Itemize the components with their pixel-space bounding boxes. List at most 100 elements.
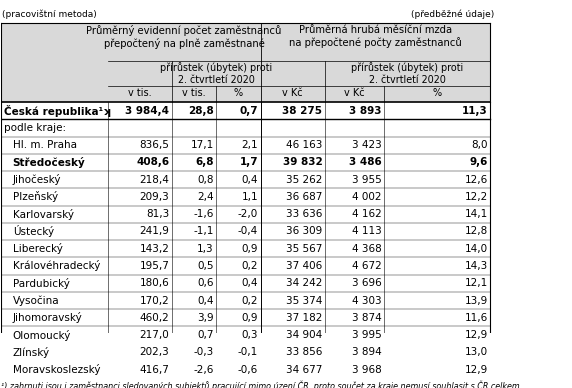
Text: %: % [234,88,243,98]
Text: (předběžné údaje): (předběžné údaje) [411,10,494,19]
Text: 180,6: 180,6 [140,278,169,288]
Text: -0,6: -0,6 [238,365,258,374]
Text: 0,4: 0,4 [242,175,258,185]
Text: 36 309: 36 309 [286,227,323,236]
Text: 12,6: 12,6 [464,175,488,185]
Text: Zlínský: Zlínský [13,347,50,358]
Text: Jihomoravský: Jihomoravský [13,312,82,323]
Text: přírůstek (úbytek) proti
2. čtvrtletí 2020: přírůstek (úbytek) proti 2. čtvrtletí 20… [352,62,464,85]
Text: 36 687: 36 687 [286,192,323,202]
Text: Ústecký: Ústecký [13,225,54,237]
Text: 4 162: 4 162 [352,209,382,219]
Text: Pardubický: Pardubický [13,278,70,289]
Text: 217,0: 217,0 [140,330,169,340]
Text: -2,6: -2,6 [193,365,214,374]
Text: 2,1: 2,1 [241,140,258,150]
Text: -0,3: -0,3 [193,347,214,357]
Text: 4 002: 4 002 [352,192,382,202]
Text: 0,7: 0,7 [240,106,258,116]
Text: 0,9: 0,9 [242,244,258,254]
Text: Vysočina: Vysočina [13,295,59,306]
Text: 0,8: 0,8 [197,175,214,185]
Text: ¹) zahrnuti jsou i zaměstnanci sledovaných subjektů pracující mimo úzení ČR, pro: ¹) zahrnuti jsou i zaměstnanci sledovaný… [1,381,520,388]
Text: -0,4: -0,4 [238,227,258,236]
Text: 12,9: 12,9 [464,365,488,374]
Text: 408,6: 408,6 [136,158,169,167]
Text: Česká republika¹ʞ: Česká republika¹ʞ [4,105,110,117]
Text: 35 262: 35 262 [286,175,323,185]
Text: 17,1: 17,1 [190,140,214,150]
Text: -0,1: -0,1 [238,347,258,357]
Text: 170,2: 170,2 [140,296,169,305]
Text: 0,4: 0,4 [197,296,214,305]
Text: 1,7: 1,7 [240,158,258,167]
Text: 3 995: 3 995 [352,330,382,340]
Text: Hl. m. Praha: Hl. m. Praha [13,140,77,150]
Text: 33 636: 33 636 [286,209,323,219]
Text: 39 832: 39 832 [283,158,323,167]
Text: 28,8: 28,8 [188,106,214,116]
Text: -2,0: -2,0 [238,209,258,219]
Text: 0,5: 0,5 [197,261,214,271]
Text: 0,2: 0,2 [242,261,258,271]
Text: 14,1: 14,1 [464,209,488,219]
Text: 3 893: 3 893 [349,106,382,116]
Text: 13,9: 13,9 [464,296,488,305]
Text: 4 113: 4 113 [352,227,382,236]
Text: 9,6: 9,6 [470,158,488,167]
Text: 460,2: 460,2 [140,313,169,323]
Text: 12,9: 12,9 [464,330,488,340]
Text: -1,6: -1,6 [193,209,214,219]
Text: Karlovarský: Karlovarský [13,209,74,220]
Text: v Kč: v Kč [283,88,303,98]
Text: 11,6: 11,6 [464,313,488,323]
Text: Průměrná hrubá měsíční mzda
na přepočtené počty zaměstnanců: Průměrná hrubá měsíční mzda na přepočten… [289,25,462,48]
Text: 14,0: 14,0 [465,244,488,254]
Text: Plzeňský: Plzeňský [13,191,58,203]
Text: 218,4: 218,4 [140,175,169,185]
Text: v tis.: v tis. [182,88,206,98]
Text: 33 856: 33 856 [286,347,323,357]
Text: 12,8: 12,8 [464,227,488,236]
Text: 38 275: 38 275 [283,106,323,116]
Text: 4 368: 4 368 [352,244,382,254]
Text: 46 163: 46 163 [286,140,323,150]
Text: Průměrný evidenní počet zaměstnanců
přepočtený na plně zaměstnané: Průměrný evidenní počet zaměstnanců přep… [86,25,282,49]
Text: %: % [432,88,442,98]
Text: 11,3: 11,3 [462,106,488,116]
Text: 3 984,4: 3 984,4 [125,106,169,116]
Text: 3 874: 3 874 [352,313,382,323]
Text: Olomoucký: Olomoucký [13,329,71,341]
Text: 35 374: 35 374 [286,296,323,305]
Text: 2,4: 2,4 [197,192,214,202]
Text: 3 486: 3 486 [349,158,382,167]
Text: 81,3: 81,3 [146,209,169,219]
Text: Středočeský: Středočeský [13,157,85,168]
Text: 0,3: 0,3 [242,330,258,340]
Text: 143,2: 143,2 [140,244,169,254]
Bar [1,23,490,102]
Text: 4 672: 4 672 [352,261,382,271]
Text: 37 406: 37 406 [286,261,323,271]
Text: 1,1: 1,1 [241,192,258,202]
Text: 12,1: 12,1 [464,278,488,288]
Text: 3 968: 3 968 [352,365,382,374]
Text: 241,9: 241,9 [140,227,169,236]
Text: 4 303: 4 303 [352,296,382,305]
Text: 12,2: 12,2 [464,192,488,202]
Text: 3 696: 3 696 [352,278,382,288]
Text: 195,7: 195,7 [140,261,169,271]
Text: 209,3: 209,3 [140,192,169,202]
Text: 3 955: 3 955 [352,175,382,185]
Text: 0,2: 0,2 [242,296,258,305]
Text: 37 182: 37 182 [286,313,323,323]
Text: 0,6: 0,6 [197,278,214,288]
Text: 35 567: 35 567 [286,244,323,254]
Text: 0,4: 0,4 [242,278,258,288]
Text: 34 242: 34 242 [286,278,323,288]
Text: Jihočeský: Jihočeský [13,174,61,185]
Text: 3 423: 3 423 [352,140,382,150]
Text: 416,7: 416,7 [140,365,169,374]
Text: 6,8: 6,8 [195,158,214,167]
Text: 3,9: 3,9 [197,313,214,323]
